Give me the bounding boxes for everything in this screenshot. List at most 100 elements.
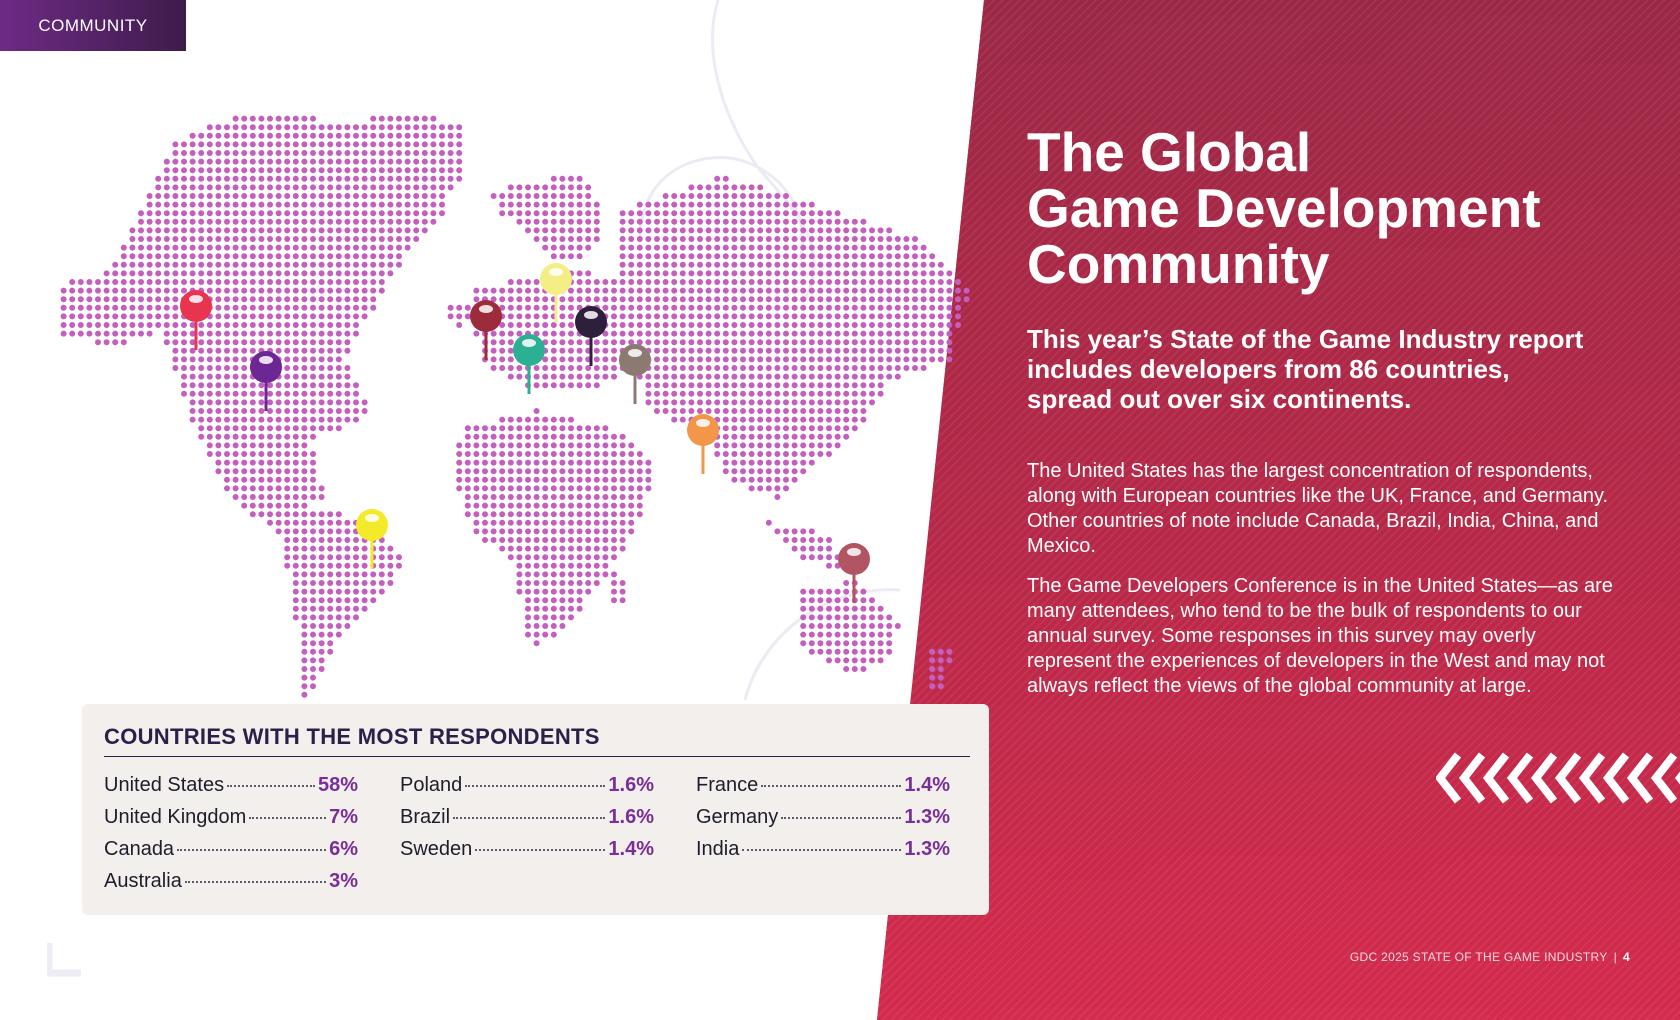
map-dot xyxy=(335,347,342,354)
map-dot xyxy=(559,175,566,182)
map-dot xyxy=(378,588,385,595)
map-dot xyxy=(705,201,712,208)
map-dot xyxy=(748,433,755,440)
map-dot xyxy=(327,244,334,251)
map-dot xyxy=(843,279,850,285)
map-dot xyxy=(206,236,213,242)
map-dot xyxy=(301,253,308,260)
map-dot xyxy=(877,270,884,277)
map-dot xyxy=(602,459,609,466)
map-dot xyxy=(903,261,910,268)
map-dot xyxy=(267,399,273,406)
map-dot xyxy=(671,339,678,346)
map-dot xyxy=(292,347,299,354)
map-dot xyxy=(456,124,463,131)
map-dot xyxy=(593,218,600,225)
map-dot xyxy=(860,356,867,363)
map-dot xyxy=(748,296,755,303)
map-dot xyxy=(611,511,617,518)
map-dot xyxy=(387,261,394,268)
map-dot xyxy=(129,253,136,260)
map-dot xyxy=(550,244,557,251)
map-dot xyxy=(301,511,308,518)
map-dot xyxy=(757,347,764,354)
map-dot xyxy=(138,287,144,294)
map-dot xyxy=(86,279,93,285)
map-dot xyxy=(249,502,256,509)
map-dot xyxy=(877,227,884,234)
map-dot xyxy=(335,588,342,595)
map-dot xyxy=(843,640,850,647)
map-dot xyxy=(611,442,617,449)
map-dot xyxy=(834,648,841,655)
map-dot xyxy=(765,304,772,311)
map-dot xyxy=(920,347,927,354)
section-tab[interactable]: COMMUNITY xyxy=(0,0,186,51)
map-dot xyxy=(834,373,841,380)
map-dot xyxy=(817,588,824,595)
map-dot xyxy=(834,597,841,604)
map-dot xyxy=(593,485,600,492)
map-dot xyxy=(335,193,342,199)
map-dot xyxy=(267,502,273,509)
map-dot xyxy=(516,313,523,320)
map-dot xyxy=(826,451,832,457)
map-dot xyxy=(851,623,858,629)
map-dot xyxy=(198,253,205,260)
map-dot xyxy=(206,356,213,363)
card-title: COUNTRIES WITH THE MOST RESPONDENTS xyxy=(104,724,970,757)
map-dot xyxy=(112,304,119,311)
map-dot xyxy=(318,485,325,492)
map-dot xyxy=(851,666,858,672)
map-dot xyxy=(550,347,557,354)
map-dot xyxy=(301,373,308,380)
map-dot xyxy=(129,227,136,234)
map-dot xyxy=(215,175,222,182)
map-dot xyxy=(602,485,609,492)
map-dot xyxy=(525,287,531,294)
map-dot xyxy=(757,201,764,208)
map-dot xyxy=(499,545,506,552)
map-dot xyxy=(585,588,592,595)
map-dot xyxy=(138,322,144,328)
map-dot xyxy=(378,554,385,561)
map-dot xyxy=(232,485,239,492)
map-dot xyxy=(886,373,893,380)
map-dot xyxy=(757,322,764,328)
map-dot xyxy=(232,184,239,191)
map-dot xyxy=(490,425,497,432)
map-dot xyxy=(731,365,738,371)
map-dot xyxy=(370,279,377,285)
map-dot xyxy=(757,416,764,423)
map-dot xyxy=(705,279,712,285)
map-dot xyxy=(705,313,712,320)
map-dot xyxy=(335,158,342,165)
map-dot xyxy=(774,218,781,225)
map-dot xyxy=(576,554,583,561)
map-dot xyxy=(740,244,746,251)
map-dot xyxy=(198,330,205,337)
world-map xyxy=(60,115,970,698)
map-dot xyxy=(628,494,635,500)
map-dot xyxy=(284,193,291,199)
map-dot xyxy=(249,167,256,174)
map-dot xyxy=(163,261,170,268)
map-dot xyxy=(215,416,222,423)
map-dot xyxy=(301,356,308,363)
map-dot xyxy=(404,218,411,225)
map-dot xyxy=(353,571,359,578)
map-dot xyxy=(404,167,411,174)
map-dot xyxy=(628,210,635,217)
map-dot xyxy=(808,365,815,371)
map-dot xyxy=(267,296,273,303)
map-dot xyxy=(860,322,867,328)
map-dot xyxy=(679,261,686,268)
map-dot xyxy=(232,175,239,182)
map-dot xyxy=(258,399,265,406)
map-dot xyxy=(464,459,471,466)
map-dot xyxy=(327,193,334,199)
map-dot xyxy=(344,399,351,406)
map-dot xyxy=(172,313,179,320)
map-dot xyxy=(335,562,342,569)
map-dot xyxy=(232,347,239,354)
